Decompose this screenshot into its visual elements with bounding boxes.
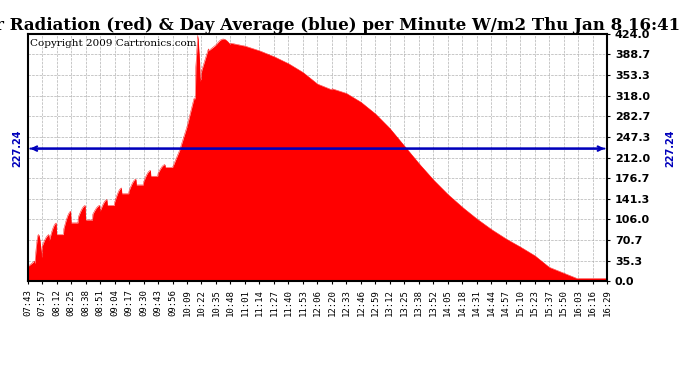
Text: 227.24: 227.24 bbox=[12, 130, 22, 167]
Text: Copyright 2009 Cartronics.com: Copyright 2009 Cartronics.com bbox=[30, 39, 197, 48]
Title: Solar Radiation (red) & Day Average (blue) per Minute W/m2 Thu Jan 8 16:41: Solar Radiation (red) & Day Average (blu… bbox=[0, 16, 680, 34]
Text: 227.24: 227.24 bbox=[665, 130, 675, 167]
